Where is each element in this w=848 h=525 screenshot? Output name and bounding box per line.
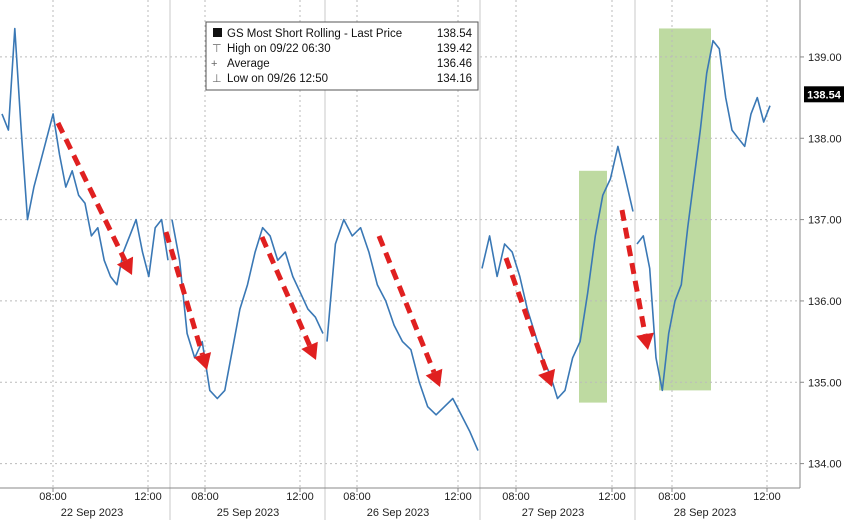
legend-row-value: 136.46 (437, 58, 472, 70)
price-series-line (481, 145, 634, 400)
last-price-tag: 138.54 (804, 86, 844, 103)
day-label: 22 Sep 2023 (61, 507, 123, 519)
y-tick-label: 139.00 (808, 52, 842, 64)
trend-arrow-head (636, 332, 654, 350)
last-price-value: 138.54 (807, 89, 842, 101)
legend-series-swatch (213, 28, 222, 37)
trend-arrow-shaft (503, 257, 549, 373)
trend-arrow-head (538, 368, 556, 387)
y-tick-label: 138.00 (808, 133, 842, 145)
price-series-line (1, 27, 169, 286)
x-tick-label: 08:00 (658, 491, 686, 503)
trend-arrow-shaft (619, 209, 648, 335)
price-series-line (326, 218, 479, 451)
highlight-layer (579, 28, 711, 403)
day-label: 25 Sep 2023 (217, 507, 279, 519)
legend-box (205, 21, 479, 91)
trend-arrow-shaft (55, 121, 128, 262)
legend-row-label: Low on 09/26 12:50 (227, 73, 328, 85)
trend-arrow (259, 235, 318, 360)
trend-arrow-head (301, 341, 318, 360)
highlight-box (579, 170, 607, 403)
x-tick-label: 12:00 (753, 491, 781, 503)
trend-arrow-shaft (259, 235, 312, 347)
legend-row-label: Average (227, 58, 270, 70)
trend-arrow (376, 235, 443, 387)
y-tick-label: 137.00 (808, 215, 842, 227)
y-tick-label: 136.00 (808, 296, 842, 308)
x-tick-label: 08:00 (191, 491, 219, 503)
x-tick-label: 12:00 (598, 491, 626, 503)
legend-row-value: 134.16 (437, 73, 472, 85)
price-series-line (636, 39, 771, 392)
high-marker-icon: ⊤ (212, 43, 222, 55)
average-marker-icon: + (211, 58, 217, 70)
trend-arrow-head (116, 256, 134, 275)
legend-row-label: GS Most Short Rolling - Last Price (227, 28, 402, 40)
x-tick-label: 12:00 (134, 491, 162, 503)
trend-arrow-head (425, 368, 443, 387)
legend-row-label: High on 09/22 06:30 (227, 43, 331, 55)
day-label: 28 Sep 2023 (674, 507, 736, 519)
trend-arrow (619, 209, 654, 350)
y-tick-label: 135.00 (808, 377, 842, 389)
low-marker-icon: ⊥ (212, 73, 222, 85)
trend-arrow (503, 257, 556, 387)
day-label: 26 Sep 2023 (367, 507, 429, 519)
x-tick-label: 12:00 (444, 491, 472, 503)
trend-arrow-shaft (163, 231, 205, 356)
highlight-box (659, 28, 711, 391)
x-tick-label: 12:00 (286, 491, 314, 503)
legend: GS Most Short Rolling - Last Price 138.5… (205, 21, 479, 91)
series-layer (1, 27, 771, 451)
trend-arrow-layer (55, 121, 654, 387)
x-tick-label: 08:00 (39, 491, 67, 503)
x-tick-label: 08:00 (343, 491, 371, 503)
price-series-line (171, 219, 324, 400)
trend-arrow-head (193, 352, 212, 370)
y-tick-label: 134.00 (808, 459, 842, 471)
day-label: 27 Sep 2023 (522, 507, 584, 519)
legend-row-value: 138.54 (437, 28, 473, 40)
trend-arrow (163, 231, 212, 370)
trend-arrow (55, 121, 134, 275)
x-tick-label: 08:00 (502, 491, 530, 503)
last-price-box (804, 86, 844, 103)
trend-arrow-shaft (376, 235, 437, 374)
legend-row-value: 139.42 (437, 43, 472, 55)
